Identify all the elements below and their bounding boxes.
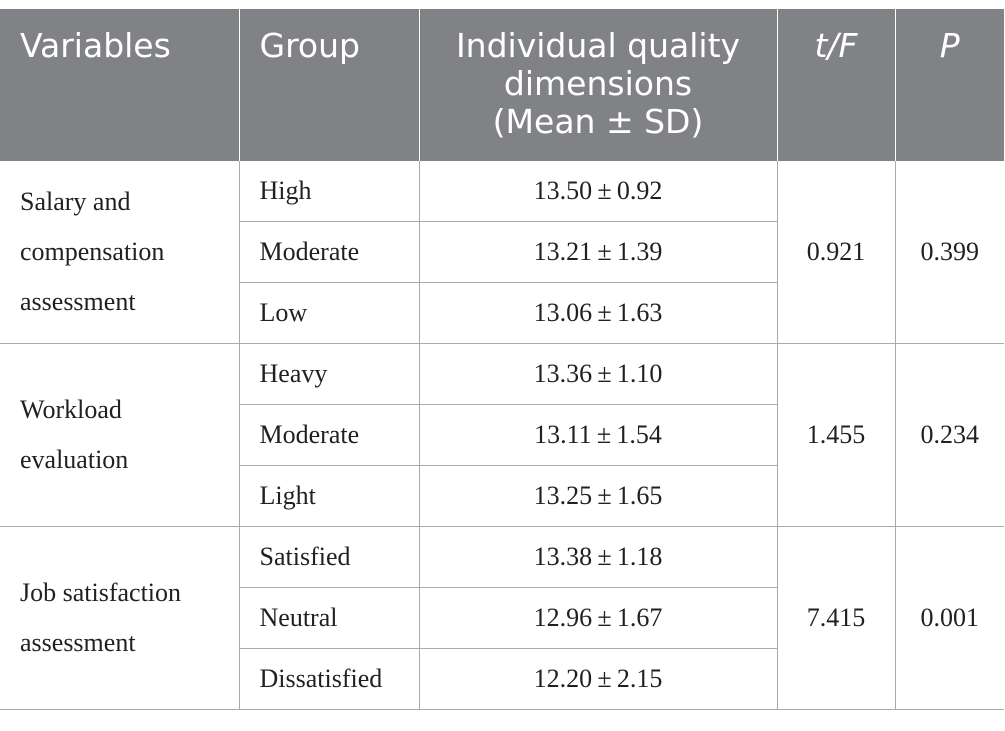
table-row: Moderate 13.11 ± 1.54	[0, 404, 1004, 466]
header-tf: t/F	[776, 9, 895, 161]
header-group: Group	[238, 9, 419, 161]
tf-cell: 0.921	[776, 161, 896, 344]
value-cell: 13.21 ± 1.39	[418, 221, 778, 283]
table-body: Salary and compensation assessment High …	[0, 161, 1004, 710]
value-cell: 13.11 ± 1.54	[418, 404, 778, 466]
table-row: Dissatisfied 12.20 ± 2.15	[0, 648, 1004, 710]
header-variables: Variables	[0, 9, 239, 161]
group-cell: Moderate	[239, 404, 420, 466]
value-cell: 13.06 ± 1.63	[418, 282, 778, 344]
p-cell: 0.399	[894, 161, 1004, 344]
header-dimensions: Individual quality dimensions (Mean ± SD…	[418, 9, 777, 161]
header-p: P	[894, 9, 1004, 161]
variable-workload: Workload evaluation	[0, 343, 240, 527]
group-cell: Dissatisfied	[239, 648, 420, 710]
tf-cell: 1.455	[776, 343, 896, 527]
value-cell: 13.25 ± 1.65	[418, 465, 778, 527]
statistics-table: Variables Group Individual quality dimen…	[0, 9, 1004, 710]
group-cell: Satisfied	[238, 526, 420, 588]
value-cell: 12.20 ± 2.15	[418, 648, 778, 710]
group-cell: Heavy	[238, 343, 420, 405]
header-row: Variables Group Individual quality dimen…	[0, 9, 1004, 161]
group-cell: Low	[239, 282, 420, 344]
table-row: Workload evaluation Heavy 13.36 ± 1.10 1…	[0, 343, 1004, 527]
group-cell: Neutral	[239, 587, 420, 649]
table-row: Job satisfaction assessment Satisfied 13…	[0, 526, 1004, 710]
value-cell: 12.96 ± 1.67	[418, 587, 778, 649]
group-cell: High	[238, 161, 420, 222]
group-cell: Light	[239, 465, 420, 527]
table-row: Salary and compensation assessment High …	[0, 161, 1004, 344]
table-header: Variables Group Individual quality dimen…	[0, 9, 1004, 161]
value-cell: 13.38 ± 1.18	[418, 526, 778, 588]
value-cell: 13.50 ± 0.92	[418, 161, 778, 222]
table-row: Light 13.25 ± 1.65	[0, 465, 1004, 527]
p-cell: 0.234	[894, 343, 1004, 527]
variable-job-satisfaction: Job satisfaction assessment	[0, 526, 240, 710]
value-cell: 13.36 ± 1.10	[418, 343, 778, 405]
group-cell: Moderate	[239, 221, 420, 283]
tf-cell: 7.415	[776, 526, 896, 710]
table-row: Low 13.06 ± 1.63	[0, 282, 1004, 344]
table-row: Moderate 13.21 ± 1.39	[0, 221, 1004, 283]
header-dimensions-line3: (Mean ± SD)	[492, 102, 704, 141]
p-cell: 0.001	[894, 526, 1004, 710]
variable-salary: Salary and compensation assessment	[0, 161, 240, 344]
header-dimensions-line2: dimensions	[503, 64, 693, 103]
header-dimensions-line1: Individual quality	[455, 26, 741, 65]
table-row: Neutral 12.96 ± 1.67	[0, 587, 1004, 649]
